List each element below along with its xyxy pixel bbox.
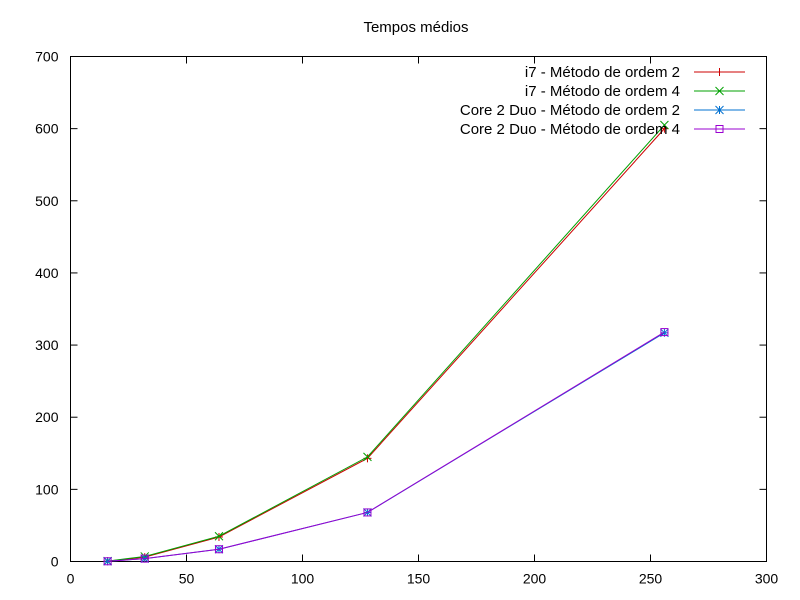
series-2 xyxy=(103,120,669,566)
legend-label: i7 - Método de ordem 4 xyxy=(525,83,680,100)
legend-item: i7 - Método de ordem 4 xyxy=(525,83,745,100)
y-tick-label: 500 xyxy=(35,193,59,209)
y-tick-label: 600 xyxy=(35,121,59,137)
y-tick-label: 400 xyxy=(35,265,59,281)
axes: 0 50 100 150 200 250 300 0 100 200 300 400 500 600 700 xyxy=(35,49,778,587)
data-point xyxy=(214,531,224,541)
y-tick-label: 300 xyxy=(35,337,59,353)
data-point xyxy=(363,508,372,517)
series-line xyxy=(107,124,665,562)
data-point xyxy=(660,120,669,130)
series-1 xyxy=(103,124,669,566)
y-tick-label: 100 xyxy=(35,481,59,497)
data-point xyxy=(103,557,112,566)
legend-item: Core 2 Duo - Método de ordem 2 xyxy=(460,102,745,119)
x-tick-label: 150 xyxy=(407,571,431,587)
series-3 xyxy=(103,328,669,566)
data-point xyxy=(214,545,223,554)
legend-marker xyxy=(715,105,724,115)
data-point xyxy=(140,554,149,563)
series-line xyxy=(107,332,665,562)
y-tick-label: 700 xyxy=(35,49,59,65)
series-layer xyxy=(103,120,669,566)
legend-label: Core 2 Duo - Método de ordem 4 xyxy=(460,121,680,138)
y-tick-label: 0 xyxy=(51,554,59,570)
x-tick-label: 300 xyxy=(755,571,779,587)
data-point xyxy=(660,328,669,337)
legend-marker xyxy=(715,125,724,133)
x-tick-label: 50 xyxy=(179,571,195,587)
legend-item: Core 2 Duo - Método de ordem 4 xyxy=(460,121,745,138)
legend-item: i7 - Método de ordem 2 xyxy=(525,64,745,81)
y-tick-label: 200 xyxy=(35,409,59,425)
legend-label: i7 - Método de ordem 2 xyxy=(525,64,680,81)
x-tick-label: 0 xyxy=(67,571,75,587)
legend: i7 - Método de ordem 2 i7 - Método de ord… xyxy=(460,64,745,138)
legend-marker xyxy=(715,68,724,76)
data-point xyxy=(363,452,372,462)
series-line xyxy=(107,331,665,562)
x-tick-label: 250 xyxy=(639,571,663,587)
series-line xyxy=(107,128,665,562)
series-4 xyxy=(103,328,669,566)
x-tick-label: 100 xyxy=(291,571,315,587)
legend-marker xyxy=(715,86,724,96)
legend-label: Core 2 Duo - Método de ordem 2 xyxy=(460,102,680,119)
x-tick-label: 200 xyxy=(523,571,547,587)
chart-title: Tempos médios xyxy=(363,19,468,36)
